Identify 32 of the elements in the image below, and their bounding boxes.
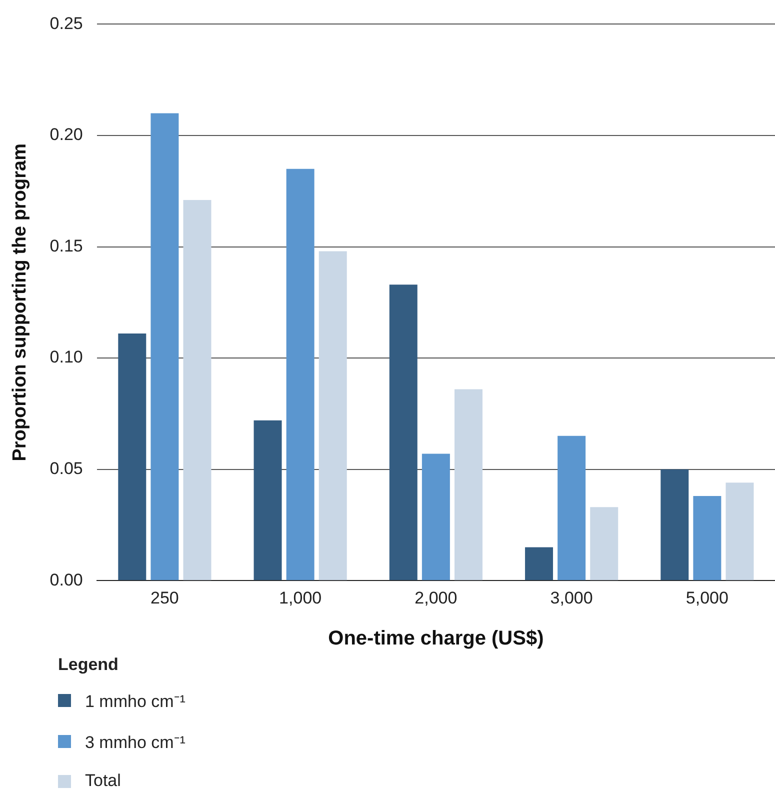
x-tick-label: 2,000 — [414, 588, 458, 608]
y-tick-label: 0.10 — [50, 348, 83, 367]
bar — [726, 482, 754, 580]
legend-label: Total — [85, 771, 121, 791]
legend-title: Legend — [58, 655, 120, 675]
bar — [318, 251, 347, 580]
y-tick-label: 0.20 — [50, 125, 83, 144]
y-tick-label: 0.25 — [50, 14, 83, 33]
bar — [286, 168, 314, 580]
bar — [558, 436, 586, 580]
legend-label: 1 mmho cm⁻¹ — [85, 691, 186, 712]
x-tick-label: 5,000 — [686, 588, 728, 608]
y-tick-label: 0.05 — [50, 459, 83, 478]
bar — [454, 389, 482, 580]
bar — [525, 547, 554, 580]
x-axis-title: One-time charge (US$) — [328, 628, 544, 650]
bar — [389, 284, 418, 580]
bar — [693, 496, 722, 580]
y-axis-title: Proportion supporting the program — [10, 144, 31, 462]
bar — [183, 200, 212, 580]
x-tick-label: 1,000 — [279, 588, 322, 608]
bar — [254, 420, 282, 580]
bar — [118, 334, 146, 580]
bar — [422, 454, 450, 580]
bar — [660, 469, 689, 580]
bar — [150, 113, 179, 580]
y-tick-label: 0.15 — [50, 236, 83, 256]
bar — [590, 507, 618, 580]
x-tick-label: 3,000 — [550, 588, 593, 608]
legend-label: 3 mmho cm⁻¹ — [85, 732, 186, 753]
y-tick-label: 0.00 — [50, 570, 83, 590]
x-tick-label: 250 — [150, 588, 179, 608]
